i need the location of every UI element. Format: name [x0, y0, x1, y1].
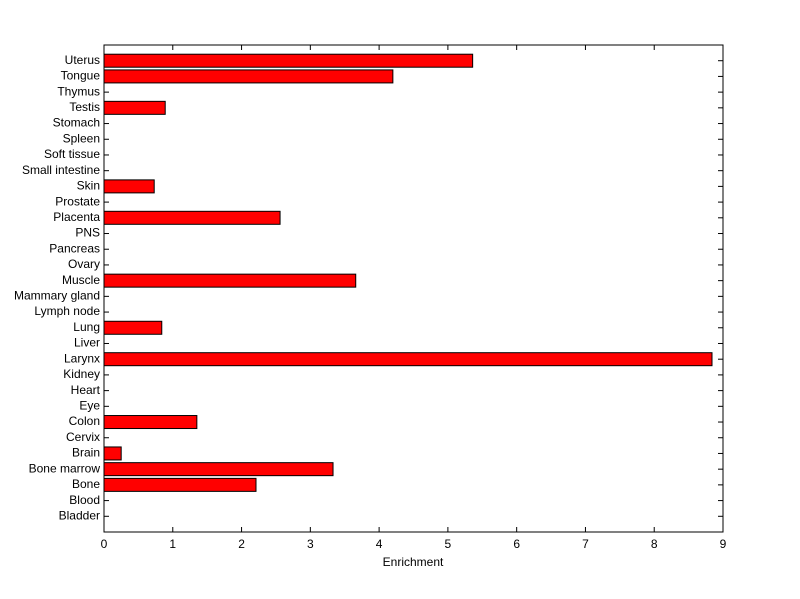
y-tick-label: Placenta [53, 210, 100, 224]
y-tick-label: Kidney [63, 367, 100, 381]
y-tick-label: Colon [69, 414, 100, 428]
y-tick-label: Soft tissue [44, 147, 100, 161]
y-tick-label: Tongue [61, 69, 101, 83]
y-tick-label: Uterus [65, 53, 100, 67]
y-tick-label: Lung [73, 320, 100, 334]
bar [103, 53, 474, 68]
bar [103, 210, 281, 225]
y-tick-label: Thymus [57, 84, 100, 98]
x-tick-label: 9 [720, 537, 727, 551]
y-tick-label: Muscle [62, 273, 100, 287]
y-tick-label: Mammary gland [14, 289, 100, 303]
y-tick-label: PNS [75, 226, 100, 240]
y-tick-label: Eye [79, 398, 100, 412]
bar [103, 100, 166, 115]
x-tick-label: 4 [376, 537, 383, 551]
x-tick-label: 0 [101, 537, 108, 551]
y-tick-label: Pancreas [49, 241, 100, 255]
y-tick-label: Skin [77, 179, 100, 193]
x-tick-label: 6 [513, 537, 520, 551]
x-tick-label: 7 [582, 537, 589, 551]
y-tick-label: Testis [69, 100, 100, 114]
y-tick-label: Spleen [63, 131, 100, 145]
x-axis-label: Enrichment [383, 555, 444, 569]
y-tick-label: Bone [72, 477, 100, 491]
bar [103, 69, 394, 84]
y-tick-label: Larynx [64, 351, 100, 365]
y-tick-label: Brain [72, 446, 100, 460]
y-tick-label: Small intestine [22, 163, 100, 177]
y-tick-label: Heart [71, 383, 101, 397]
y-tick-label: Liver [74, 336, 100, 350]
bar [103, 446, 122, 461]
y-tick-label: Cervix [66, 430, 100, 444]
x-tick-label: 3 [307, 537, 314, 551]
bar [103, 477, 257, 492]
bar [103, 415, 198, 430]
plot-frame [103, 44, 724, 533]
x-tick-label: 5 [445, 537, 452, 551]
x-tick-label: 1 [169, 537, 176, 551]
bar [103, 462, 334, 477]
bar [103, 352, 713, 367]
bar [103, 273, 357, 288]
x-tick-label: 8 [651, 537, 658, 551]
y-tick-label: Lymph node [34, 304, 100, 318]
y-tick-label: Blood [69, 493, 100, 507]
x-tick-label: 2 [238, 537, 245, 551]
y-tick-label: Prostate [55, 194, 100, 208]
bar [103, 320, 163, 335]
y-tick-label: Stomach [53, 116, 100, 130]
y-tick-label: Bone marrow [29, 461, 101, 475]
y-tick-label: Bladder [59, 508, 100, 522]
y-tick-label: Ovary [68, 257, 100, 271]
bar [103, 179, 155, 194]
